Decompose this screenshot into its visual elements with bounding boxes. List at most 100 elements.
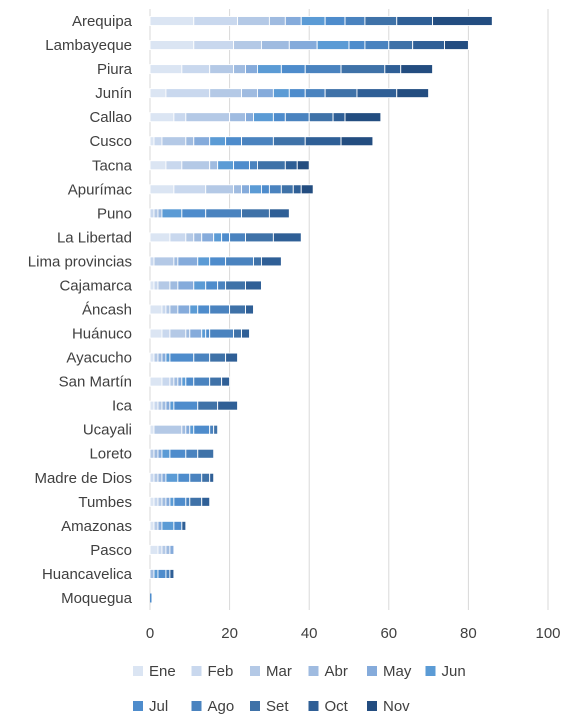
category-label: Ayacucho [66, 350, 132, 367]
category-label: Áncash [82, 302, 132, 319]
bar-segment [169, 352, 195, 363]
bar-segment [201, 472, 211, 483]
bar-segment [284, 112, 310, 123]
bar-segment [169, 568, 175, 579]
bar-segment [304, 64, 342, 75]
bar-segment [225, 280, 246, 291]
bar-segment [225, 136, 242, 147]
bar-segment [197, 448, 215, 459]
bar-segment [153, 208, 159, 219]
bar-segment [149, 136, 155, 147]
bar-segment [225, 352, 239, 363]
bar-segment [304, 88, 326, 99]
bar-segment [185, 112, 231, 123]
legend-item: Ene [133, 663, 176, 680]
bar-segment [185, 232, 195, 243]
bar-segment [185, 424, 191, 435]
legend-swatch [191, 666, 202, 676]
bar-segment [249, 184, 262, 195]
bar-segment [169, 448, 187, 459]
bar-segment [193, 232, 203, 243]
bar-segment [241, 328, 250, 339]
bar-segment [193, 376, 211, 387]
bar-segment [181, 520, 187, 531]
bar-segment [153, 424, 183, 435]
bar-segment [149, 232, 171, 243]
bar-segment [245, 280, 262, 291]
bar-segment [201, 496, 211, 507]
bar-segment [284, 16, 302, 26]
bar-segment [396, 16, 434, 26]
bar-segment [149, 520, 155, 531]
legend-swatch [133, 666, 143, 676]
legend-label: Ago [208, 698, 235, 715]
bar-segment [177, 256, 199, 267]
bar-segment [153, 448, 159, 459]
bar-segment [161, 520, 175, 531]
legend-label: Oct [325, 698, 349, 715]
bar-segment [257, 64, 282, 75]
bar-segment [340, 64, 386, 75]
bar-segment [340, 136, 374, 147]
bar-segment [193, 16, 239, 26]
bar-segment [237, 16, 270, 26]
category-label: Tumbes [78, 494, 132, 511]
bar-segment [272, 136, 306, 147]
bar-segment [280, 184, 294, 195]
bar-segment [257, 160, 286, 171]
category-label: Tacna [92, 157, 133, 174]
bar-segment [161, 352, 167, 363]
bar-segment [181, 424, 187, 435]
bar-segment [181, 160, 211, 171]
bar-segment [384, 64, 402, 75]
bar-segment [169, 544, 175, 555]
bar-segment [181, 208, 207, 219]
legend-item: Abr [308, 663, 348, 680]
bar-segment [169, 280, 179, 291]
bar-segment [173, 520, 183, 531]
bar-segment [149, 352, 155, 363]
category-label: Puno [97, 205, 132, 222]
bar-segment [173, 400, 199, 411]
bar-segment [221, 232, 231, 243]
bar-segment [150, 593, 152, 603]
bar-segment [209, 376, 223, 387]
category-label: Cusco [89, 133, 132, 150]
bar-segment [157, 280, 171, 291]
bar-segment [209, 352, 227, 363]
bar-segment [173, 256, 179, 267]
bar-segment [193, 424, 211, 435]
category-label: Ica [112, 398, 133, 415]
bar-segment [149, 64, 183, 75]
x-tick-label: 20 [221, 625, 238, 642]
bar-segment [300, 16, 326, 26]
legend-swatch [308, 666, 319, 676]
category-label: Madre de Dios [34, 470, 132, 487]
bar-segment [205, 184, 235, 195]
bar-segment [149, 568, 155, 579]
legend-label: Jun [442, 663, 466, 680]
x-tick-label: 40 [301, 625, 318, 642]
bar-segment [157, 400, 163, 411]
bar-segment [193, 280, 207, 291]
bar-segment [400, 64, 434, 75]
bar-segment [149, 40, 195, 51]
bar-segment [225, 256, 254, 267]
category-label: Apurímac [68, 181, 133, 198]
bar-segment [233, 328, 242, 339]
bar-segment [149, 328, 163, 339]
bar-segment [193, 136, 211, 147]
legend-label: Nov [383, 698, 410, 715]
legend-item: May [367, 663, 412, 680]
bar-segment [209, 88, 242, 99]
bar-segment [288, 40, 318, 51]
bar-segment [209, 136, 227, 147]
bar-segment [260, 256, 282, 267]
bar-segment [157, 568, 167, 579]
bar-segment [189, 472, 203, 483]
bar-segment [169, 400, 175, 411]
bar-segment [217, 160, 235, 171]
bar-segment [233, 64, 246, 75]
bar-segment [233, 160, 250, 171]
bar-segment [197, 304, 211, 315]
